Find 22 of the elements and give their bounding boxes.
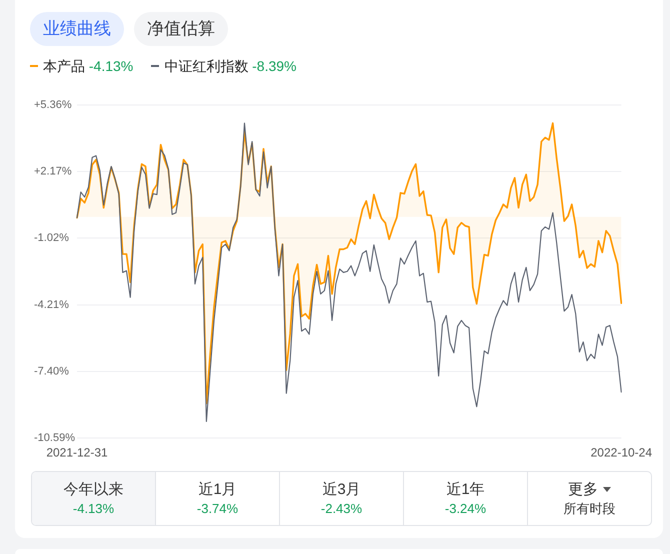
- text: 业绩曲线: [43, 18, 111, 40]
- text: -3.74%: [196, 500, 238, 518]
- y-tick-label: -7.40%: [34, 365, 70, 378]
- text: 近1年: [446, 480, 485, 500]
- y-tick-label: +5.36%: [34, 99, 72, 112]
- text: -4.13%: [72, 500, 114, 518]
- text: 更多: [568, 480, 598, 500]
- text: 近1月: [198, 480, 237, 500]
- x-tick-label: 2021-12-31: [46, 446, 108, 460]
- y-tick-label: -1.02%: [34, 232, 70, 244]
- text: -3.24%: [444, 500, 486, 518]
- x-tick-label: 2022-10-24: [590, 446, 652, 460]
- y-tick-label: -4.21%: [34, 298, 70, 311]
- legend-label: 本产品 -4.13%: [43, 57, 134, 76]
- text: 近3月: [322, 480, 361, 500]
- text: 所有时段: [564, 500, 616, 518]
- text: 今年以来: [64, 480, 124, 500]
- text: 净值估算: [147, 18, 215, 40]
- text: -2.43%: [320, 500, 362, 518]
- y-tick-label: -10.59%: [34, 432, 76, 444]
- legend-label: 中证红利指数 -8.39%: [164, 57, 296, 76]
- y-tick-label: +2.17%: [34, 166, 72, 178]
